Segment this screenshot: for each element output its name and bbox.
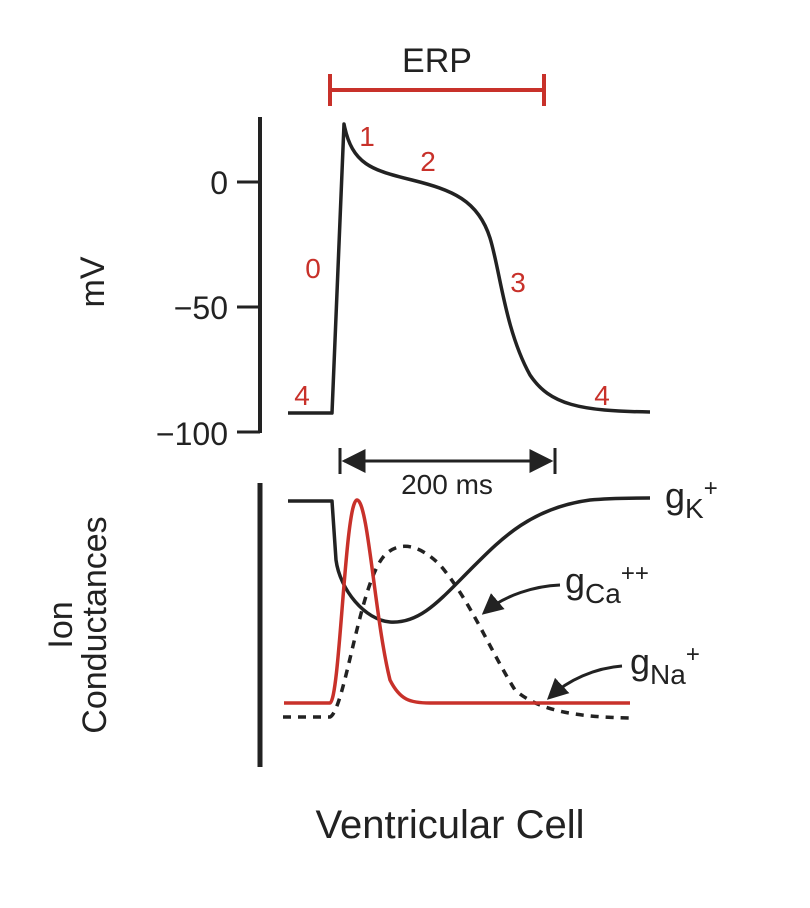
gna-curve: [284, 498, 630, 705]
conductance-axis-label-line2: Conductances: [76, 516, 114, 733]
gk-label: gK+: [665, 475, 718, 524]
phase-label-2: 2: [420, 146, 436, 177]
erp-label: ERP: [402, 42, 472, 80]
y-axis-label: mV: [74, 256, 112, 307]
phase-label-4-right: 4: [594, 380, 610, 411]
phase-label-4-left: 4: [294, 380, 310, 411]
y-tick-minus-100: −100: [156, 416, 228, 452]
action-potential-curve: [288, 122, 651, 415]
phase-label-0: 0: [305, 253, 321, 284]
duration-arrow: [338, 448, 557, 474]
y-tick-0: 0: [210, 165, 228, 201]
erp-bar: [328, 74, 546, 106]
duration-label: 200 ms: [401, 469, 493, 500]
gna-pointer-arrow: [546, 664, 623, 700]
gk-curve: [288, 496, 651, 624]
phase-label-3: 3: [510, 267, 526, 298]
gca-pointer-arrow: [481, 583, 561, 615]
voltage-axis: [237, 117, 262, 434]
gca-label: gCa++: [565, 560, 649, 609]
diagram-caption: Ventricular Cell: [315, 803, 584, 847]
gna-label: gNa+: [630, 641, 700, 690]
y-tick-minus-50: −50: [174, 290, 228, 326]
phase-label-1: 1: [359, 121, 375, 152]
conductance-axis-label-line1: Ion: [42, 601, 80, 648]
